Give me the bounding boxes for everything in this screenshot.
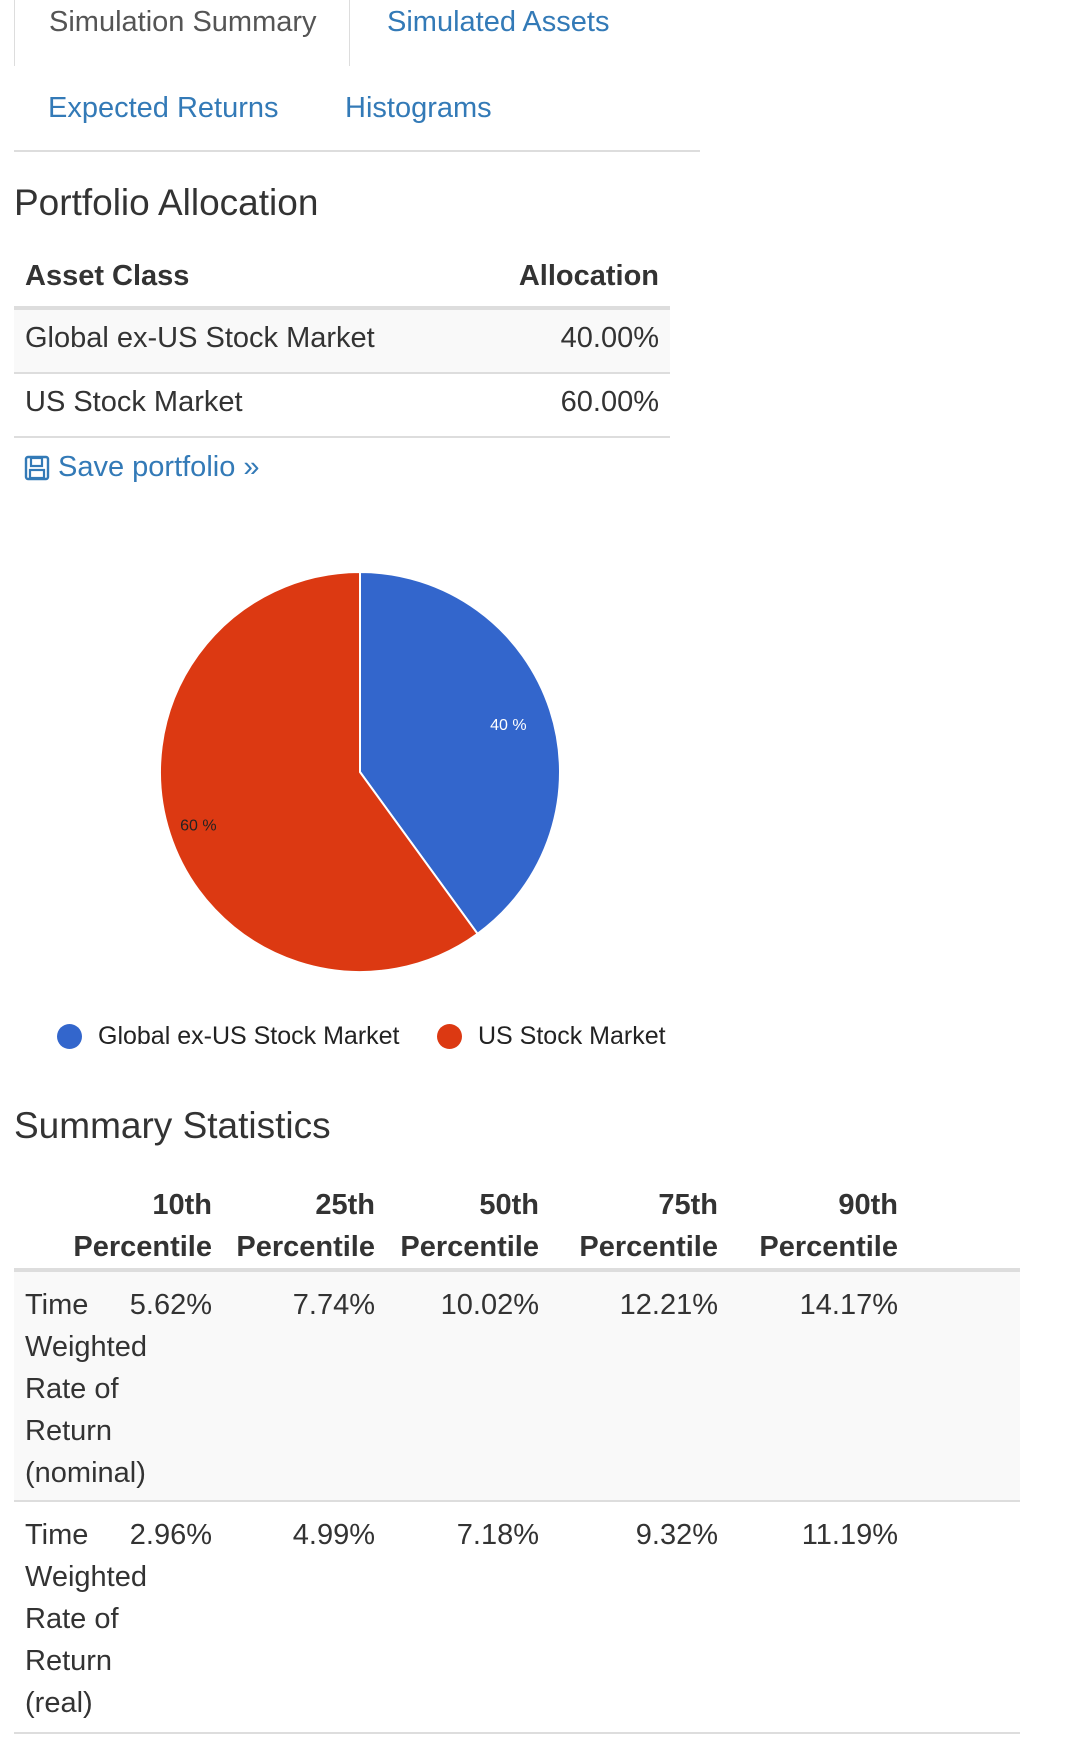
- table-row: Time Weighted Rate of Return (real) 2.96…: [14, 1502, 1020, 1734]
- tab-bar: Simulation Summary Simulated Assets Expe…: [14, 0, 700, 152]
- header-10th-percentile: 10th Percentile: [73, 1184, 212, 1268]
- legend-label-us-stock: US Stock Market: [478, 1022, 666, 1050]
- row-label-line: Time: [25, 1519, 89, 1551]
- legend-swatch-us-stock: [437, 1024, 462, 1049]
- header-line: Percentile: [579, 1231, 718, 1263]
- legend-item-global-ex-us[interactable]: Global ex-US Stock Market: [57, 1022, 400, 1051]
- stat-value: 2.96%: [129, 1519, 212, 1551]
- allocation-table-header: Asset Class Allocation: [14, 250, 670, 310]
- floppy-disk-icon: [24, 455, 50, 481]
- header-line: 10th: [152, 1189, 212, 1221]
- header-line: 75th: [658, 1189, 718, 1221]
- header-allocation: Allocation: [518, 260, 659, 292]
- header-75th-percentile: 75th Percentile: [579, 1184, 718, 1268]
- stat-value: 4.99%: [292, 1519, 375, 1551]
- stat-value: 7.18%: [456, 1519, 539, 1551]
- save-portfolio-link[interactable]: Save portfolio »: [24, 451, 260, 484]
- legend-swatch-global-ex-us: [57, 1024, 82, 1049]
- legend-label-global-ex-us: Global ex-US Stock Market: [98, 1022, 400, 1050]
- row-label-line: Return: [25, 1415, 113, 1447]
- asset-name: US Stock Market: [25, 386, 243, 418]
- save-portfolio-label: Save portfolio »: [58, 451, 260, 483]
- summary-statistics-title: Summary Statistics: [14, 1105, 331, 1146]
- header-asset-class: Asset Class: [25, 260, 190, 292]
- tab-simulation-summary-label: Simulation Summary: [49, 6, 317, 38]
- row-label-line: Rate of: [25, 1603, 119, 1635]
- pie-slice-1[interactable]: [159, 570, 479, 973]
- tab-simulation-summary[interactable]: Simulation Summary: [14, 0, 350, 66]
- row-label-line: Weighted: [25, 1561, 147, 1593]
- row-label-line: (nominal): [25, 1457, 146, 1489]
- stat-value: 12.21%: [619, 1289, 718, 1321]
- asset-name: Global ex-US Stock Market: [25, 322, 375, 354]
- tab-expected-returns[interactable]: Expected Returns: [48, 92, 279, 124]
- tab-simulated-assets[interactable]: Simulated Assets: [387, 6, 610, 38]
- header-line: Percentile: [400, 1231, 539, 1263]
- allocation-table: Asset Class Allocation Global ex-US Stoc…: [14, 250, 670, 438]
- table-row: Time Weighted Rate of Return (nominal) 5…: [14, 1272, 1020, 1502]
- stat-value: 11.19%: [801, 1519, 898, 1551]
- stat-value: 9.32%: [635, 1519, 718, 1551]
- row-label: Time Weighted Rate of Return (nominal): [25, 1284, 175, 1494]
- stat-value: 7.74%: [292, 1289, 375, 1321]
- asset-allocation: 40.00%: [560, 322, 659, 354]
- row-label-line: (real): [25, 1687, 93, 1719]
- header-90th-percentile: 90th Percentile: [759, 1184, 898, 1268]
- allocation-pie-chart: 40 % 60 %: [159, 570, 561, 973]
- row-label-line: Time: [25, 1289, 89, 1321]
- row-label: Time Weighted Rate of Return (real): [25, 1514, 175, 1724]
- stat-value: 14.17%: [799, 1289, 898, 1321]
- header-line: 50th: [479, 1189, 539, 1221]
- header-line: 90th: [838, 1189, 898, 1221]
- stat-value: 5.62%: [129, 1289, 212, 1321]
- row-label-line: Rate of: [25, 1373, 119, 1405]
- pie-slice-label-0: 40 %: [490, 717, 526, 734]
- table-row: Global ex-US Stock Market 40.00%: [14, 310, 670, 374]
- summary-statistics-table: 10th Percentile 25th Percentile 50th Per…: [14, 1172, 1020, 1734]
- row-label-line: Weighted: [25, 1331, 147, 1363]
- header-line: 25th: [315, 1189, 375, 1221]
- legend-item-us-stock[interactable]: US Stock Market: [437, 1022, 666, 1051]
- header-25th-percentile: 25th Percentile: [236, 1184, 375, 1268]
- row-label-line: Return: [25, 1645, 113, 1677]
- table-row: US Stock Market 60.00%: [14, 374, 670, 438]
- header-line: Percentile: [73, 1231, 212, 1263]
- header-line: Percentile: [236, 1231, 375, 1263]
- stat-value: 10.02%: [440, 1289, 539, 1321]
- header-line: Percentile: [759, 1231, 898, 1263]
- header-50th-percentile: 50th Percentile: [400, 1184, 539, 1268]
- asset-allocation: 60.00%: [560, 386, 659, 418]
- pie-slice-label-1: 60 %: [180, 818, 216, 835]
- pie-slice-0[interactable]: [359, 570, 561, 936]
- stats-table-header: 10th Percentile 25th Percentile 50th Per…: [14, 1172, 1020, 1272]
- tab-histograms[interactable]: Histograms: [345, 92, 492, 124]
- portfolio-allocation-title: Portfolio Allocation: [14, 182, 319, 223]
